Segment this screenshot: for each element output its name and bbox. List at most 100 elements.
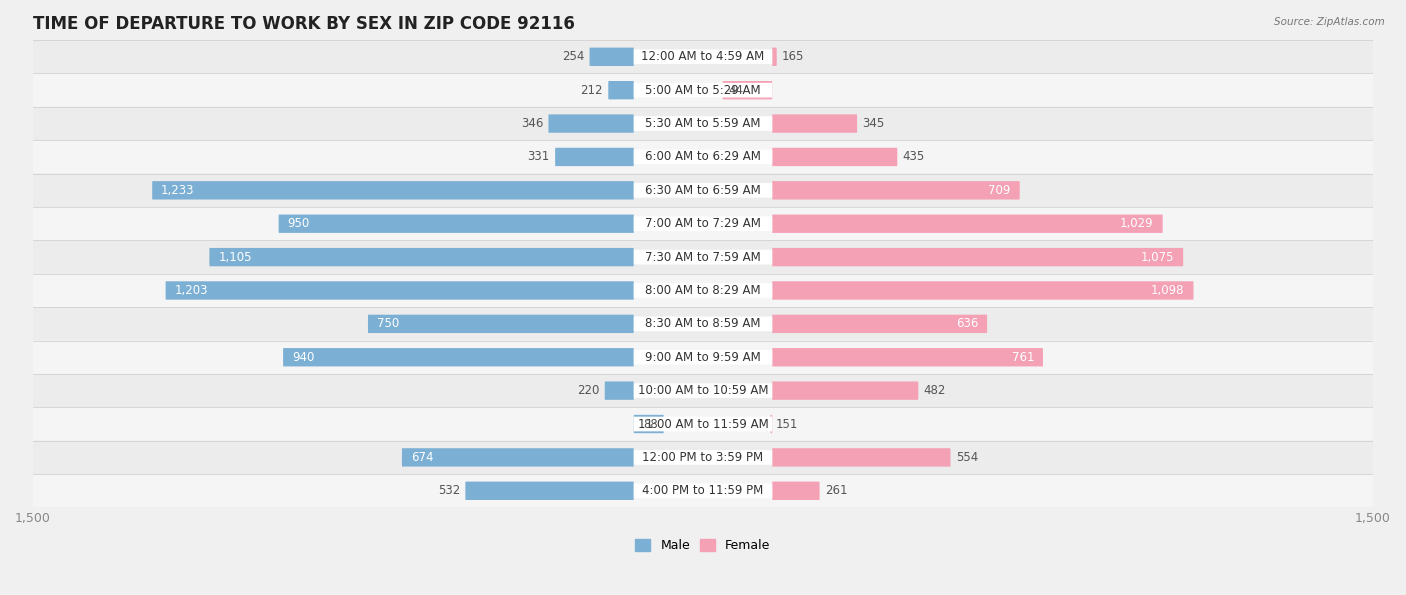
Text: 165: 165 bbox=[782, 51, 804, 63]
FancyBboxPatch shape bbox=[772, 48, 776, 66]
FancyBboxPatch shape bbox=[152, 181, 634, 199]
FancyBboxPatch shape bbox=[32, 474, 1374, 508]
FancyBboxPatch shape bbox=[634, 149, 772, 164]
Text: 761: 761 bbox=[1011, 350, 1033, 364]
Text: 346: 346 bbox=[520, 117, 543, 130]
FancyBboxPatch shape bbox=[32, 307, 1374, 340]
Text: 7:30 AM to 7:59 AM: 7:30 AM to 7:59 AM bbox=[645, 250, 761, 264]
FancyBboxPatch shape bbox=[770, 415, 772, 433]
FancyBboxPatch shape bbox=[548, 114, 634, 133]
FancyBboxPatch shape bbox=[609, 81, 634, 99]
FancyBboxPatch shape bbox=[634, 317, 772, 331]
Text: 950: 950 bbox=[288, 217, 309, 230]
Text: 1,098: 1,098 bbox=[1152, 284, 1184, 297]
Text: Source: ZipAtlas.com: Source: ZipAtlas.com bbox=[1274, 17, 1385, 27]
FancyBboxPatch shape bbox=[723, 81, 772, 99]
FancyBboxPatch shape bbox=[772, 348, 1043, 367]
Text: 636: 636 bbox=[956, 317, 979, 330]
FancyBboxPatch shape bbox=[634, 450, 772, 465]
FancyBboxPatch shape bbox=[465, 481, 634, 500]
FancyBboxPatch shape bbox=[634, 416, 772, 431]
FancyBboxPatch shape bbox=[634, 49, 772, 64]
FancyBboxPatch shape bbox=[32, 274, 1374, 307]
FancyBboxPatch shape bbox=[32, 374, 1374, 408]
FancyBboxPatch shape bbox=[634, 483, 772, 498]
Text: 532: 532 bbox=[437, 484, 460, 497]
Text: 220: 220 bbox=[576, 384, 599, 397]
Text: 6:00 AM to 6:29 AM: 6:00 AM to 6:29 AM bbox=[645, 151, 761, 164]
FancyBboxPatch shape bbox=[32, 40, 1374, 74]
Text: 435: 435 bbox=[903, 151, 925, 164]
FancyBboxPatch shape bbox=[32, 441, 1374, 474]
FancyBboxPatch shape bbox=[634, 415, 664, 433]
Text: 1,105: 1,105 bbox=[218, 250, 252, 264]
FancyBboxPatch shape bbox=[634, 83, 772, 98]
FancyBboxPatch shape bbox=[772, 381, 918, 400]
Text: 709: 709 bbox=[988, 184, 1011, 197]
FancyBboxPatch shape bbox=[166, 281, 634, 300]
FancyBboxPatch shape bbox=[278, 215, 634, 233]
FancyBboxPatch shape bbox=[634, 283, 772, 298]
Text: 12:00 PM to 3:59 PM: 12:00 PM to 3:59 PM bbox=[643, 451, 763, 464]
Text: 5:00 AM to 5:29 AM: 5:00 AM to 5:29 AM bbox=[645, 84, 761, 96]
FancyBboxPatch shape bbox=[283, 348, 634, 367]
FancyBboxPatch shape bbox=[209, 248, 634, 267]
Text: 940: 940 bbox=[292, 350, 315, 364]
Text: 674: 674 bbox=[411, 451, 433, 464]
FancyBboxPatch shape bbox=[32, 140, 1374, 174]
FancyBboxPatch shape bbox=[772, 148, 897, 166]
Text: 1,203: 1,203 bbox=[174, 284, 208, 297]
FancyBboxPatch shape bbox=[589, 48, 634, 66]
FancyBboxPatch shape bbox=[772, 114, 858, 133]
FancyBboxPatch shape bbox=[634, 183, 772, 198]
FancyBboxPatch shape bbox=[555, 148, 634, 166]
Text: 6:30 AM to 6:59 AM: 6:30 AM to 6:59 AM bbox=[645, 184, 761, 197]
Text: 1,029: 1,029 bbox=[1121, 217, 1154, 230]
Text: 4:00 PM to 11:59 PM: 4:00 PM to 11:59 PM bbox=[643, 484, 763, 497]
Text: 261: 261 bbox=[825, 484, 848, 497]
Text: 11:00 AM to 11:59 AM: 11:00 AM to 11:59 AM bbox=[638, 418, 768, 431]
Text: 10:00 AM to 10:59 AM: 10:00 AM to 10:59 AM bbox=[638, 384, 768, 397]
FancyBboxPatch shape bbox=[634, 383, 772, 398]
Text: 8:00 AM to 8:29 AM: 8:00 AM to 8:29 AM bbox=[645, 284, 761, 297]
Text: 482: 482 bbox=[924, 384, 946, 397]
FancyBboxPatch shape bbox=[772, 181, 1019, 199]
Text: 1,075: 1,075 bbox=[1140, 250, 1174, 264]
FancyBboxPatch shape bbox=[634, 116, 772, 131]
Text: 12:00 AM to 4:59 AM: 12:00 AM to 4:59 AM bbox=[641, 51, 765, 63]
Text: 554: 554 bbox=[956, 451, 979, 464]
FancyBboxPatch shape bbox=[634, 250, 772, 264]
Text: 331: 331 bbox=[527, 151, 550, 164]
FancyBboxPatch shape bbox=[772, 481, 820, 500]
FancyBboxPatch shape bbox=[32, 340, 1374, 374]
FancyBboxPatch shape bbox=[32, 107, 1374, 140]
Text: 7:00 AM to 7:29 AM: 7:00 AM to 7:29 AM bbox=[645, 217, 761, 230]
Text: 5:30 AM to 5:59 AM: 5:30 AM to 5:59 AM bbox=[645, 117, 761, 130]
FancyBboxPatch shape bbox=[402, 448, 634, 466]
Text: 8:30 AM to 8:59 AM: 8:30 AM to 8:59 AM bbox=[645, 317, 761, 330]
Text: 750: 750 bbox=[377, 317, 399, 330]
Text: 254: 254 bbox=[562, 51, 583, 63]
FancyBboxPatch shape bbox=[634, 217, 772, 231]
FancyBboxPatch shape bbox=[772, 215, 1163, 233]
Text: 88: 88 bbox=[644, 418, 658, 431]
Text: 212: 212 bbox=[581, 84, 603, 96]
FancyBboxPatch shape bbox=[605, 381, 634, 400]
Text: 9:00 AM to 9:59 AM: 9:00 AM to 9:59 AM bbox=[645, 350, 761, 364]
FancyBboxPatch shape bbox=[368, 315, 634, 333]
FancyBboxPatch shape bbox=[32, 174, 1374, 207]
FancyBboxPatch shape bbox=[32, 240, 1374, 274]
Text: 44: 44 bbox=[728, 84, 742, 96]
FancyBboxPatch shape bbox=[772, 248, 1184, 267]
FancyBboxPatch shape bbox=[772, 281, 1194, 300]
FancyBboxPatch shape bbox=[634, 350, 772, 365]
FancyBboxPatch shape bbox=[772, 315, 987, 333]
FancyBboxPatch shape bbox=[32, 74, 1374, 107]
Text: 151: 151 bbox=[776, 418, 799, 431]
Legend: Male, Female: Male, Female bbox=[630, 534, 776, 558]
FancyBboxPatch shape bbox=[772, 448, 950, 466]
Text: 345: 345 bbox=[862, 117, 884, 130]
Text: 1,233: 1,233 bbox=[162, 184, 194, 197]
FancyBboxPatch shape bbox=[32, 408, 1374, 441]
Text: TIME OF DEPARTURE TO WORK BY SEX IN ZIP CODE 92116: TIME OF DEPARTURE TO WORK BY SEX IN ZIP … bbox=[32, 15, 575, 33]
